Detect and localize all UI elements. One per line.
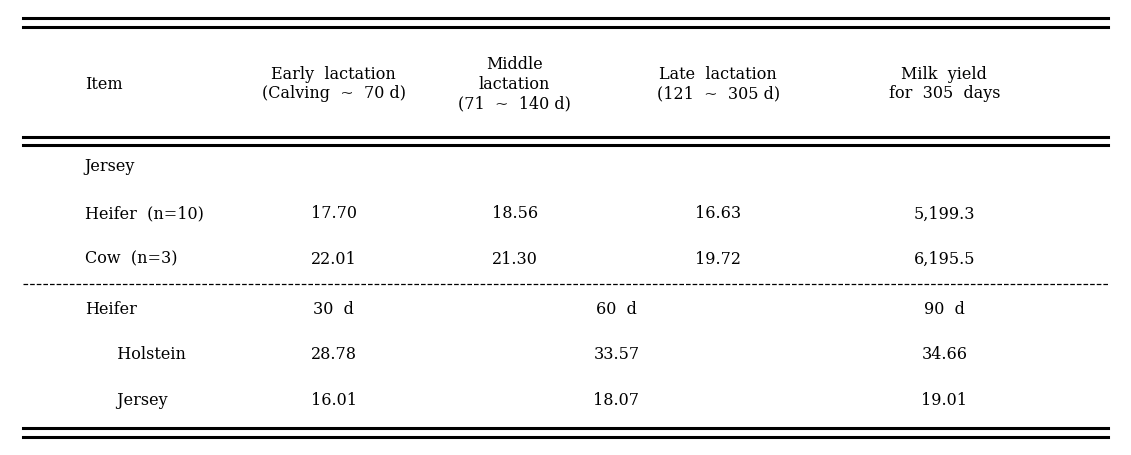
Text: 22.01: 22.01	[311, 251, 356, 268]
Text: 18.07: 18.07	[594, 392, 639, 409]
Text: 21.30: 21.30	[492, 251, 537, 268]
Text: 5,199.3: 5,199.3	[914, 205, 975, 222]
Text: Middle
lactation
(71  ~  140 d): Middle lactation (71 ~ 140 d)	[458, 56, 571, 112]
Text: 34.66: 34.66	[922, 346, 967, 364]
Text: 18.56: 18.56	[492, 205, 537, 222]
Text: Holstein: Holstein	[107, 346, 187, 364]
Text: 33.57: 33.57	[594, 346, 639, 364]
Text: 60  d: 60 d	[596, 301, 637, 318]
Text: 16.01: 16.01	[311, 392, 356, 409]
Text: 90  d: 90 d	[924, 301, 965, 318]
Text: Milk  yield
for  305  days: Milk yield for 305 days	[889, 66, 1000, 102]
Text: Jersey: Jersey	[107, 392, 169, 409]
Text: 19.01: 19.01	[922, 392, 967, 409]
Text: 19.72: 19.72	[696, 251, 741, 268]
Text: 30  d: 30 d	[313, 301, 354, 318]
Text: Early  lactation
(Calving  ~  70 d): Early lactation (Calving ~ 70 d)	[261, 66, 406, 102]
Text: 16.63: 16.63	[696, 205, 741, 222]
Text: Cow  (n=3): Cow (n=3)	[85, 251, 178, 268]
Text: Late  lactation
(121  ~  305 d): Late lactation (121 ~ 305 d)	[657, 66, 779, 102]
Text: Jersey: Jersey	[85, 157, 136, 175]
Text: 6,195.5: 6,195.5	[914, 251, 975, 268]
Text: Item: Item	[85, 76, 122, 93]
Text: Heifer: Heifer	[85, 301, 137, 318]
Text: 17.70: 17.70	[311, 205, 356, 222]
Text: 28.78: 28.78	[311, 346, 356, 364]
Text: Heifer  (n=10): Heifer (n=10)	[85, 205, 204, 222]
